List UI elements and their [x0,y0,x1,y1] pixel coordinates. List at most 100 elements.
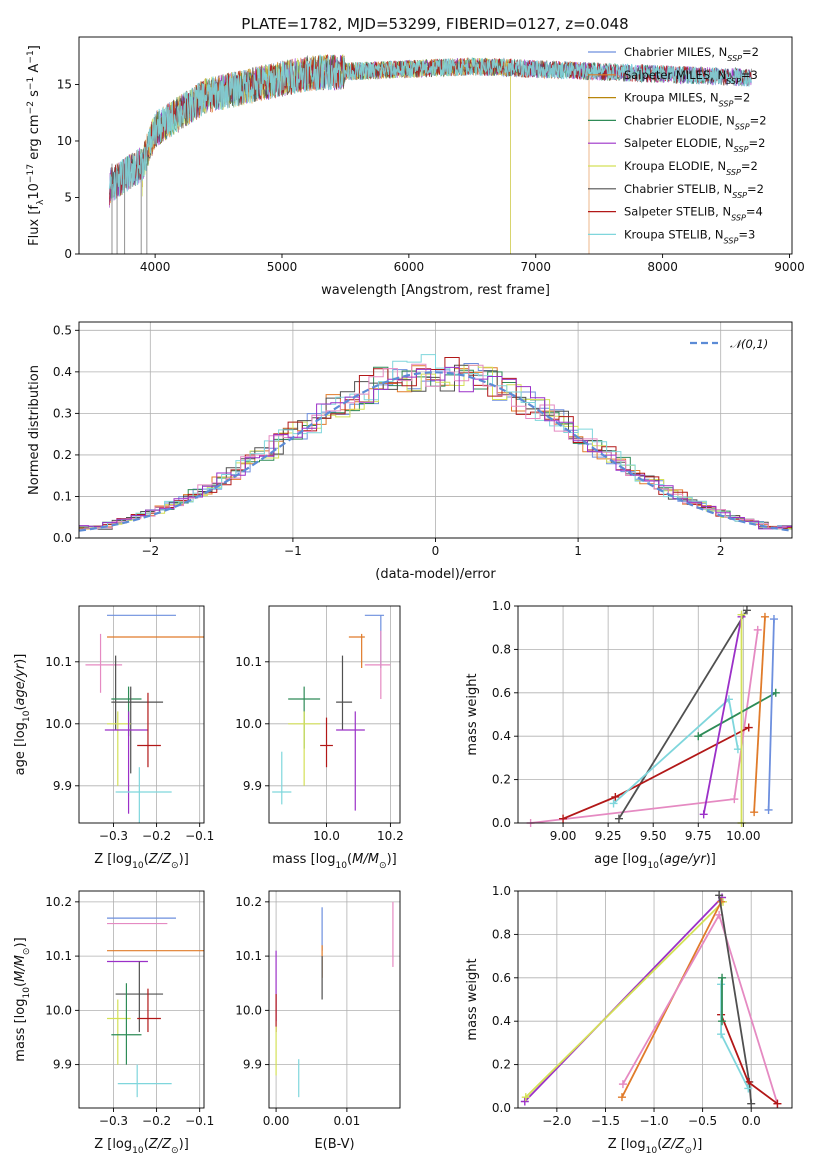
x-tick-label: 10.2 [377,829,404,843]
mass-weight-marker [611,792,620,801]
x-tick-label: 8000 [647,260,678,274]
y-tick-label: 0.2 [492,1058,511,1072]
y-tick-label: 9.9 [243,779,262,793]
error-bar-point [115,961,164,1033]
x-tick-label: −0.1 [185,1114,214,1128]
y-tick-label: 10.0 [235,717,262,731]
mass-weight-marker [609,799,618,808]
mass-weight-marker [718,973,727,982]
x-tick-label: −0.3 [99,1114,128,1128]
y-tick-label: 0.6 [492,971,511,985]
axes-frame [517,605,793,824]
x-tick-label: 0 [432,544,440,558]
mass-weight-marker [737,610,746,619]
y-tick-label: 9.9 [53,1058,72,1072]
axes-frame [268,890,401,1109]
spectrum-line [108,54,752,203]
y-tick-label: 0 [64,247,72,261]
x-axis-label: Z [log10(Z/Z⊙)] [94,1137,189,1156]
legend-entry: Kroupa ELODIE, NSSP=2 [624,159,758,177]
y-tick-label: 0.4 [492,1014,511,1028]
x-tick-label: −0.5 [688,1114,717,1128]
axes-frame [78,890,205,1109]
mass-vs-EBV-plot: 0.00 0.01 9.9 10.0 10.1 10.2 E(B-V) [235,890,401,1152]
y-tick-label: 10 [57,134,72,148]
mass-weight-line [525,901,724,1098]
x-tick-label: 6000 [394,260,425,274]
error-bar-point [115,767,172,823]
spectrum-legend: Chabrier MILES, NSSP=2 Salpeter MILES, NS… [588,45,767,245]
mass-weight-line [767,618,775,811]
mass-weight-marker [521,1093,530,1102]
mass-weight-marker [717,1030,726,1039]
error-bar-point [104,711,148,814]
error-bar-point [111,983,142,1065]
mass-weight-marker [717,980,726,989]
legend-entry: 𝒩(0,1) [730,337,768,351]
x-tick-label: 0.0 [742,1114,761,1128]
y-tick-label: 0.1 [53,489,72,503]
y-tick-label: 0.4 [492,729,511,743]
x-axis-label: Z [log10(Z/Z⊙)] [608,1137,703,1156]
y-tick-label: 10.0 [45,717,72,731]
x-tick-label: −1 [284,544,302,558]
y-tick-label: 0.0 [53,531,72,545]
y-axis-label: Normed distribution [27,365,42,495]
x-tick-label: 9.75 [685,829,712,843]
mass-weight-marker [694,732,703,741]
mass-weight-marker [730,795,739,804]
y-tick-label: 0.6 [492,686,511,700]
x-tick-label: −2 [141,544,159,558]
mass-weight-line [618,609,748,820]
x-tick-label: 10.00 [726,829,760,843]
error-bar-point [336,711,365,811]
mass-weight-marker [769,615,778,624]
x-tick-label: −0.2 [142,829,171,843]
y-tick-label: 0.5 [53,323,72,337]
x-tick-label: 1 [574,544,582,558]
mass-weight-marker [559,814,568,823]
mass-weight-marker [750,808,759,817]
mass-weight-line [753,616,766,813]
spectrum-plot: 4000 5000 6000 7000 8000 9000 0 5 10 15 wavelength… [26,36,805,298]
y-tick-label: 0.8 [492,642,511,656]
mass-weight-marker [718,1017,727,1026]
x-tick-label: 5000 [267,260,298,274]
error-bar-point [117,1064,172,1098]
x-tick-label: 2 [717,544,725,558]
mass-weight-marker [614,814,623,823]
x-tick-label: 9.00 [550,829,577,843]
x-tick-label: −2.0 [542,1114,571,1128]
massweight-vs-age-plot: 9.00 9.25 9.50 9.75 10.00 0.0 0.2 0.4 0.6 0.8 1.0 a… [465,599,793,871]
legend-entry: Salpeter ELODIE, NSSP=2 [624,136,765,154]
legend-entry: Salpeter MILES, NSSP=3 [624,68,758,86]
y-tick-label: 0.0 [492,816,511,830]
mass-weight-marker [618,1080,627,1089]
mass-weight-line [530,629,759,824]
mass-weight-marker [753,625,762,634]
legend-entry: Kroupa MILES, NSSP=2 [624,91,750,109]
mass-weight-marker [773,1099,782,1108]
mass-weight-line [702,616,743,815]
mass-weight-marker [715,891,724,900]
x-tick-label: 4000 [140,260,171,274]
mass-weight-marker [742,606,751,615]
y-tick-label: 1.0 [492,599,511,613]
error-bar-point [107,999,131,1065]
y-tick-label: 10.2 [235,895,262,909]
x-axis-label: E(B-V) [314,1137,354,1152]
x-tick-label: 10.0 [313,829,340,843]
histogram-series [79,366,792,530]
error-bar-point [364,630,391,699]
y-tick-label: 15 [57,77,72,91]
spectrum-line [109,55,590,254]
y-axis-label: age [log10(age/yr)] [13,654,32,776]
x-tick-label: −0.1 [185,829,214,843]
error-bar-point [348,633,365,668]
mass-weight-marker [760,612,769,621]
axes-frame [78,605,205,824]
normal-reference-curve [78,371,793,532]
axes-frame [268,605,401,824]
y-axis-label: mass weight [465,958,480,1040]
